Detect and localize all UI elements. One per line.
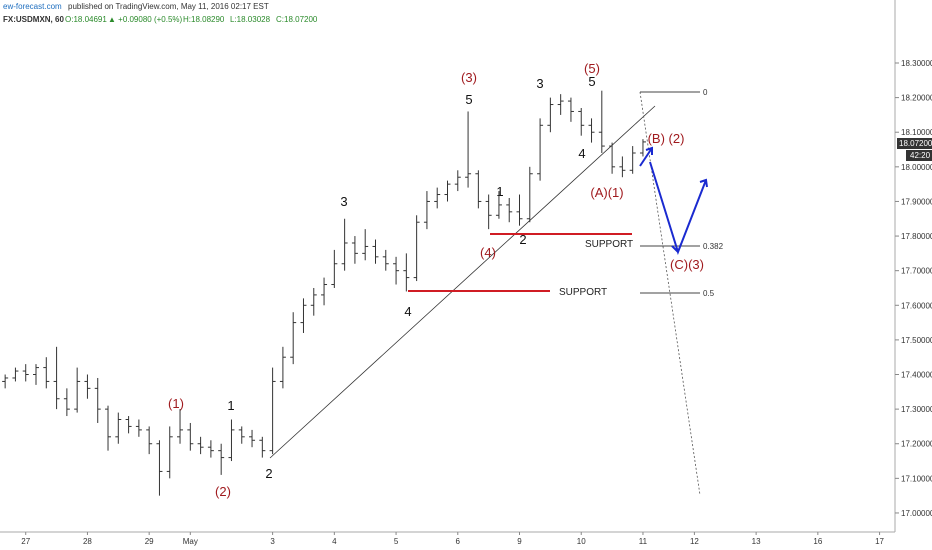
ohlc-high: H:18.08290 [183, 15, 225, 24]
y-tick-label: 17.50000 [901, 336, 932, 345]
wave-label: 1 [227, 398, 234, 413]
wave-label: (2) [215, 484, 231, 499]
x-tick-label: 16 [813, 537, 822, 546]
trend-line [269, 105, 656, 459]
wave-label: (4) [480, 245, 496, 260]
wave-label: (3) [461, 70, 477, 85]
support-label: SUPPORT [585, 239, 633, 250]
x-tick-label: 3 [270, 537, 275, 546]
projection-arrows [639, 146, 708, 256]
y-tick-label: 18.10000 [901, 128, 932, 137]
y-tick-label: 17.00000 [901, 509, 932, 518]
x-tick-label: 28 [83, 537, 92, 546]
wave-label: 5 [465, 92, 472, 107]
x-tick-label: 13 [752, 537, 761, 546]
y-tick-label: 17.80000 [901, 232, 932, 241]
wave-label: 2 [265, 466, 272, 481]
ohlc-close: C:18.07200 [276, 15, 318, 24]
x-tick-label: 9 [517, 537, 522, 546]
price-tag-text: 18.07200 [899, 139, 932, 148]
x-tick-label: 27 [21, 537, 30, 546]
wave-label: 3 [340, 194, 347, 209]
wave-label: 5 [588, 74, 595, 89]
wave-label: (5) [584, 61, 600, 76]
x-tick-label: 11 [639, 537, 648, 546]
y-tick-label: 17.90000 [901, 197, 932, 206]
symbol: FX:USDMXN, 60 [3, 15, 64, 24]
x-tick-label: 6 [456, 537, 461, 546]
countdown-tag [906, 150, 932, 161]
x-tick-label: 17 [875, 537, 884, 546]
ohlc-open: O:18.04691 [65, 15, 107, 24]
y-tick-label: 17.10000 [901, 474, 932, 483]
publisher: ew-forecast.com [3, 2, 62, 11]
wave-label: 4 [404, 304, 411, 319]
wave-label: 2 [519, 232, 526, 247]
countdown-text: 42:20 [910, 151, 931, 160]
wave-label: (1) [168, 396, 184, 411]
fib-label: 0 [703, 88, 708, 97]
ohlc-change: ▲ +0.09080 (+0.5%) [108, 15, 183, 24]
y-tick-label: 17.60000 [901, 301, 932, 310]
y-tick-label: 17.40000 [901, 371, 932, 380]
y-tick-label: 17.20000 [901, 440, 932, 449]
x-tick-label: May [183, 537, 198, 546]
y-tick-label: 18.20000 [901, 94, 932, 103]
wave-label: 3 [536, 76, 543, 91]
price-tag [897, 138, 932, 149]
x-tick-label: 5 [394, 537, 399, 546]
support-label: SUPPORT [559, 287, 607, 298]
y-tick-label: 17.30000 [901, 405, 932, 414]
wave-label: (C)(3) [670, 257, 704, 272]
fib-label: 0.5 [703, 289, 715, 298]
wave-label: (B) (2) [648, 131, 685, 146]
wave-label: (A)(1) [590, 185, 623, 200]
published: published on TradingView.com, May 11, 20… [68, 2, 269, 11]
x-tick-label: 12 [690, 537, 699, 546]
ohlc-low: L:18.03028 [230, 15, 271, 24]
y-tick-label: 18.00000 [901, 163, 932, 172]
x-tick-label: 10 [577, 537, 586, 546]
y-tick-label: 17.70000 [901, 267, 932, 276]
wave-label: 1 [496, 184, 503, 199]
y-tick-label: 18.30000 [901, 59, 932, 68]
x-tick-label: 4 [332, 537, 337, 546]
x-tick-label: 29 [145, 537, 154, 546]
wave-label: 4 [578, 146, 585, 161]
fib-label: 0.382 [703, 242, 724, 251]
